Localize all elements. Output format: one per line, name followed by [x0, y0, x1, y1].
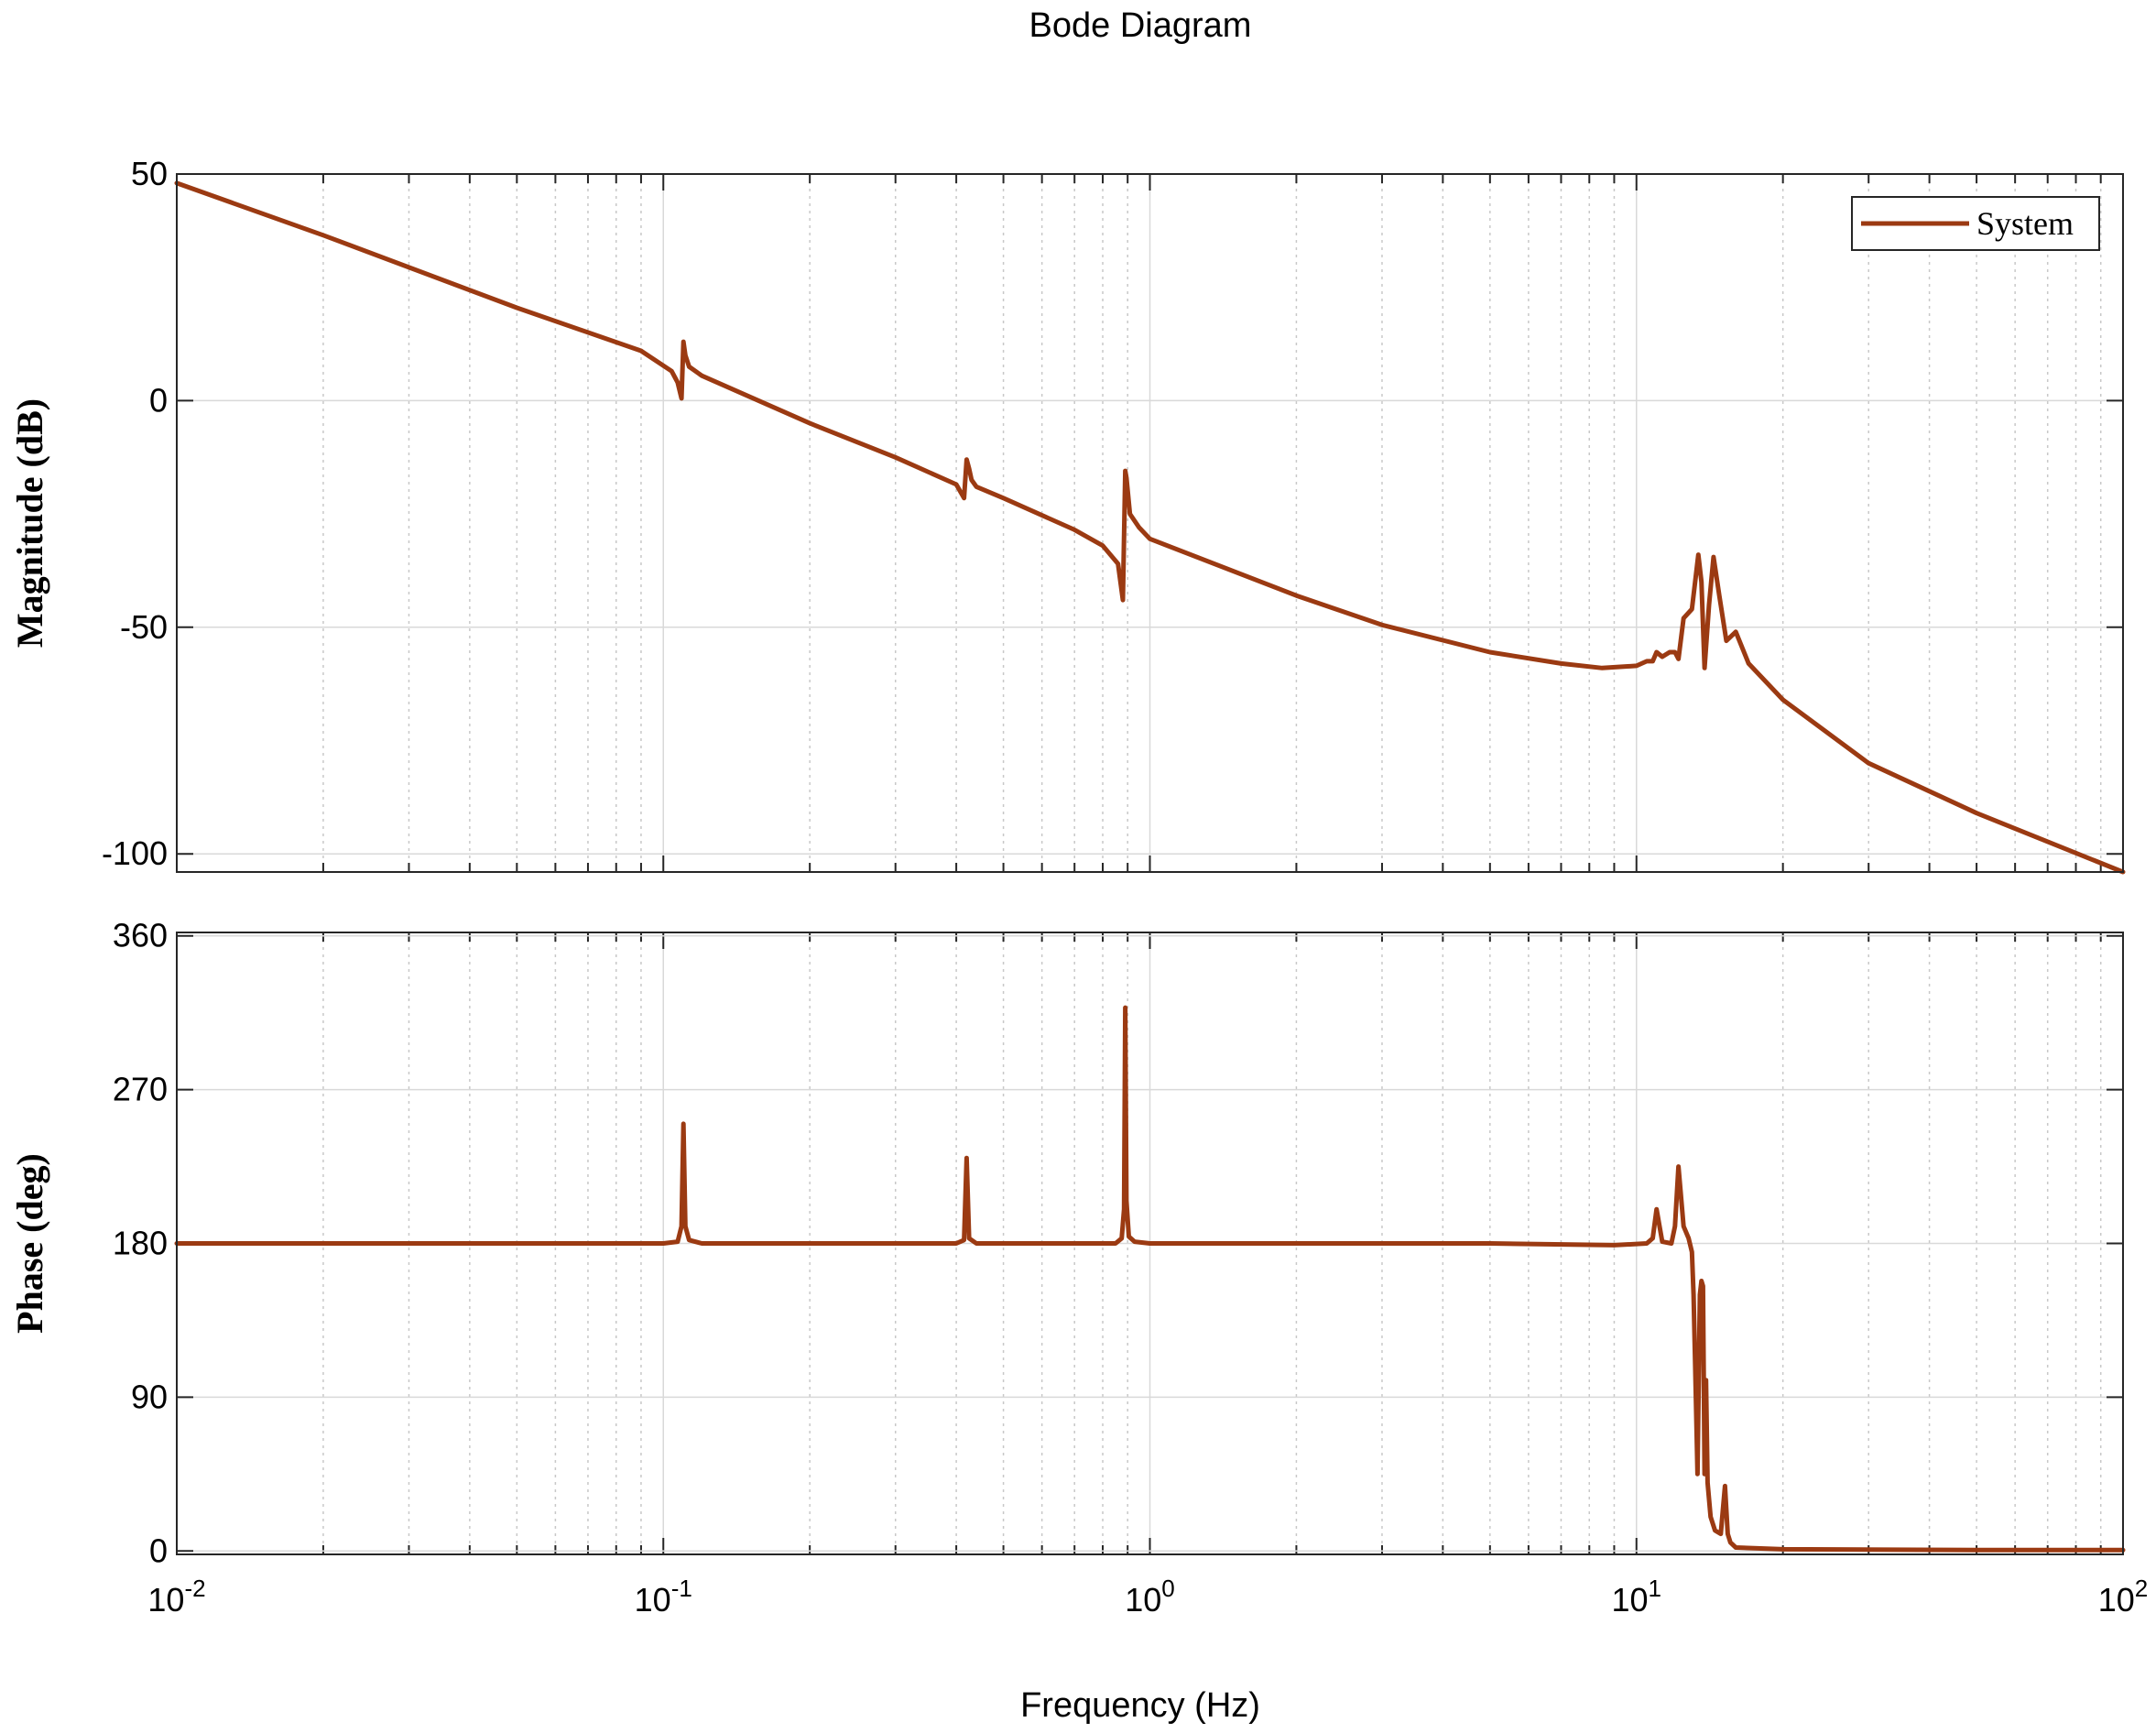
legend-label: System: [1976, 205, 2074, 242]
x-axis-label: Frequency (Hz): [1020, 1686, 1260, 1725]
y-tick-label: 360: [113, 917, 168, 954]
x-tick-label: 10-1: [635, 1575, 692, 1619]
phase-series-line: [174, 1005, 2126, 1553]
phase-axes-frame: [176, 932, 2124, 1555]
y-tick-label: -50: [120, 608, 168, 646]
y-tick-label: 50: [131, 155, 168, 192]
magnitude-axes-frame: [176, 173, 2124, 873]
y-tick-label: 180: [113, 1225, 168, 1262]
y-tick-label: 270: [113, 1071, 168, 1108]
y-tick-label: 0: [149, 381, 168, 419]
figure-title: Bode Diagram: [1029, 6, 1252, 45]
magnitude-y-axis-title: Magnitude (dB): [9, 398, 50, 648]
magnitude-panel: 50 0 -50 -100 Magnitude (dB) System: [9, 155, 2126, 875]
y-tick-label: 0: [149, 1531, 168, 1569]
magnitude-series-line: [174, 180, 2126, 875]
x-tick-label: 101: [1611, 1575, 1661, 1619]
x-tick-label: 102: [2098, 1575, 2149, 1619]
phase-y-axis-title: Phase (deg): [9, 1153, 50, 1334]
y-tick-label: -100: [102, 834, 168, 872]
x-tick-label: 10-2: [147, 1575, 205, 1619]
legend: System: [1851, 196, 2100, 251]
x-tick-label: 100: [1125, 1575, 1175, 1619]
y-tick-label: 90: [131, 1378, 168, 1415]
phase-panel: 360 270 180 90 0 Phase (deg) 10-2 10-1 100 101 102: [9, 917, 2148, 1619]
